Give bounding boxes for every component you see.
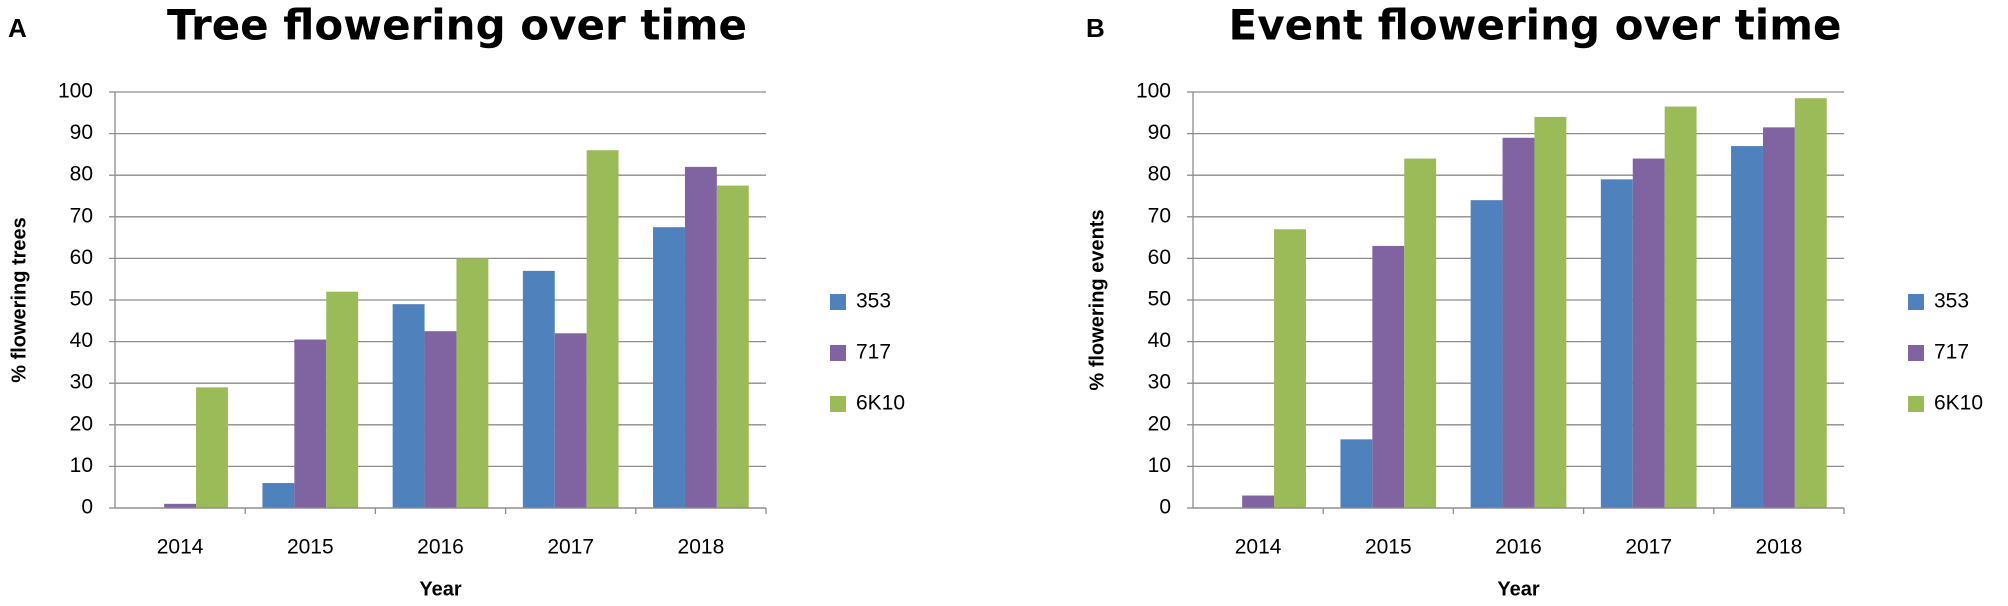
bar (196, 387, 228, 508)
bar (1664, 106, 1697, 508)
bar (456, 258, 489, 508)
y-tick-label: 80 (1148, 163, 1171, 186)
y-tick-label: 10 (1148, 454, 1171, 477)
bar (424, 331, 457, 508)
bar (164, 503, 197, 508)
panel-label: A (8, 13, 27, 43)
x-tick-label: 2015 (1365, 536, 1412, 559)
x-tick-label: 2017 (1625, 536, 1672, 559)
y-tick-label: 100 (1136, 80, 1171, 103)
panel-label: B (1086, 13, 1105, 43)
bar (294, 339, 327, 508)
chart-panel: B Event flowering over time 0 10 20 30 40 50 60 7… (1086, 1, 1983, 601)
chart-title: Tree flowering over time (167, 1, 747, 50)
y-tick-label: 40 (1148, 329, 1171, 352)
bar (1274, 229, 1306, 508)
x-tick-label: 2015 (287, 536, 334, 559)
bar (262, 483, 295, 508)
y-tick-label: 20 (1148, 412, 1171, 435)
bar (1340, 439, 1373, 508)
legend-label: 717 (1934, 341, 1969, 364)
y-tick-label: 60 (70, 246, 93, 269)
bar (392, 304, 425, 508)
y-axis-label: % flowering trees (8, 217, 30, 383)
legend-label: 717 (856, 341, 891, 364)
legend-swatch (830, 396, 846, 412)
y-tick-label: 0 (1159, 496, 1171, 519)
legend-label: 353 (856, 290, 891, 313)
y-tick-label: 0 (81, 496, 93, 519)
y-tick-label: 60 (1148, 246, 1171, 269)
y-tick-label: 70 (1148, 204, 1171, 227)
bar (554, 333, 587, 508)
bar (653, 227, 685, 508)
bar (716, 185, 749, 508)
chart-title: Event flowering over time (1229, 1, 1842, 50)
y-tick-label: 90 (1148, 121, 1171, 144)
y-tick-label: 10 (70, 454, 93, 477)
chart-panel: A Tree flowering over time 0 10 20 30 40 50 60 70… (8, 1, 905, 601)
x-axis-label: Year (419, 578, 461, 600)
x-tick-label: 2017 (547, 536, 594, 559)
x-axis-label: Year (1497, 578, 1539, 600)
bar (326, 291, 359, 508)
legend-swatch (1908, 345, 1924, 361)
bar (1731, 146, 1763, 508)
x-tick-label: 2014 (157, 536, 204, 559)
bar (1470, 200, 1503, 508)
legend-swatch (830, 345, 846, 361)
y-tick-label: 20 (70, 412, 93, 435)
y-tick-label: 40 (70, 329, 93, 352)
bar (1372, 245, 1405, 509)
x-tick-label: 2018 (678, 536, 725, 559)
bar (1404, 158, 1437, 508)
bar (684, 166, 717, 508)
y-tick-label: 50 (70, 288, 93, 311)
bar (1632, 158, 1665, 508)
x-tick-label: 2016 (417, 536, 464, 559)
bar (522, 270, 555, 508)
x-tick-label: 2016 (1495, 536, 1542, 559)
bar (1534, 116, 1567, 509)
legend-swatch (830, 294, 846, 310)
bar (586, 150, 619, 509)
y-tick-label: 100 (58, 80, 93, 103)
legend-label: 6K10 (1934, 392, 1983, 415)
bar (1502, 137, 1535, 508)
y-axis-label: % flowering events (1086, 209, 1108, 390)
bar (1242, 495, 1275, 508)
y-tick-label: 50 (1148, 288, 1171, 311)
bar (1794, 98, 1827, 509)
legend-label: 6K10 (856, 392, 905, 415)
y-tick-label: 90 (70, 121, 93, 144)
y-tick-label: 80 (70, 163, 93, 186)
bar (1762, 127, 1795, 509)
y-tick-label: 30 (1148, 371, 1171, 394)
bar (1600, 179, 1633, 509)
y-tick-label: 70 (70, 204, 93, 227)
legend-swatch (1908, 396, 1924, 412)
x-tick-label: 2018 (1756, 536, 1803, 559)
legend-swatch (1908, 294, 1924, 310)
x-tick-label: 2014 (1235, 536, 1282, 559)
y-tick-label: 30 (70, 371, 93, 394)
legend-label: 353 (1934, 290, 1969, 313)
